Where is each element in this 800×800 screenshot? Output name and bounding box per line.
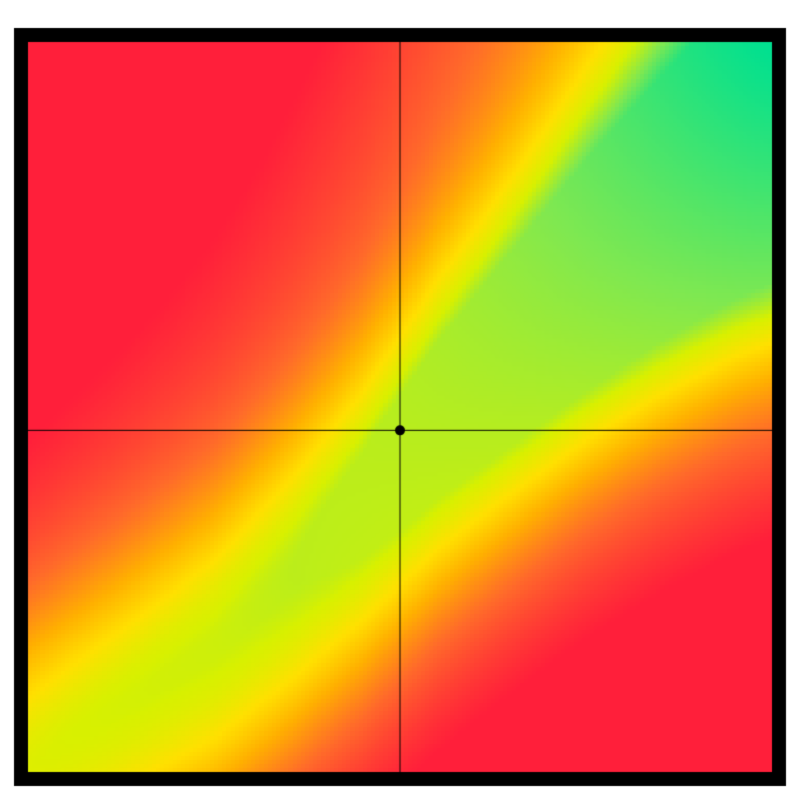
chart-container: { "watermark": { "text": "TheBottleneck.… [0,0,800,800]
bottleneck-heatmap [0,0,800,800]
